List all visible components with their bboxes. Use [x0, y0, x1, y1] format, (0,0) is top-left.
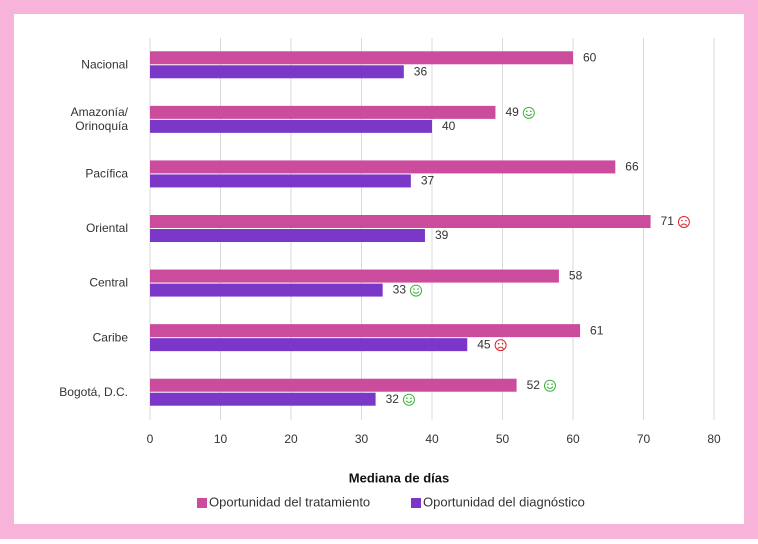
y-tick-label: Bogotá, D.C. — [59, 385, 128, 399]
value-label: 61 — [590, 323, 604, 337]
bar — [150, 269, 559, 283]
x-tick-label: 70 — [637, 432, 651, 446]
legend-label: Oportunidad del tratamiento — [209, 494, 370, 509]
face-eye — [681, 219, 683, 222]
face-eye — [530, 110, 532, 113]
x-tick-label: 40 — [425, 432, 439, 446]
face-icon — [410, 284, 423, 297]
legend-swatch — [197, 498, 207, 508]
bar — [150, 229, 425, 242]
value-label: 37 — [421, 174, 435, 188]
bar — [150, 283, 383, 297]
face-mouth — [680, 223, 688, 226]
x-tick-label: 20 — [284, 432, 298, 446]
face-eye — [501, 342, 504, 345]
panel — [14, 14, 744, 524]
bar — [150, 378, 517, 392]
value-label: 33 — [393, 283, 407, 297]
x-tick-label: 60 — [566, 432, 580, 446]
y-tick-label: Pacífica — [85, 167, 128, 181]
bar — [150, 215, 651, 228]
face-icon — [522, 106, 535, 119]
face-outline — [543, 379, 556, 392]
x-tick-label: 30 — [355, 432, 369, 446]
face-mouth — [546, 386, 554, 389]
x-tick-label: 80 — [707, 432, 721, 446]
bar — [150, 392, 376, 406]
bar — [150, 51, 573, 65]
value-label: 32 — [386, 392, 400, 406]
bar — [150, 105, 496, 119]
value-label: 39 — [435, 228, 449, 242]
face-eye — [497, 342, 500, 345]
face-eye — [417, 288, 419, 290]
face-mouth — [405, 400, 413, 403]
bar — [150, 160, 616, 174]
y-tick-label: Amazonía/Orinoquía — [71, 105, 129, 133]
value-label: 40 — [442, 119, 456, 133]
value-label: 45 — [477, 337, 491, 351]
face-eye — [685, 219, 687, 222]
y-tick-label: Caribe — [93, 330, 129, 344]
value-label: 58 — [569, 269, 583, 283]
face-eye — [410, 397, 412, 400]
face-eye — [547, 383, 549, 386]
x-tick-label: 0 — [147, 432, 154, 446]
bar — [150, 65, 404, 79]
y-tick-label: Central — [89, 276, 128, 290]
face-icon — [543, 379, 556, 392]
value-label: 71 — [661, 214, 675, 228]
face-mouth — [497, 346, 504, 350]
face-eye — [413, 288, 415, 290]
x-tick-label: 10 — [214, 432, 228, 446]
value-label: 66 — [625, 160, 639, 174]
face-mouth — [525, 113, 533, 117]
face-outline — [677, 216, 690, 228]
value-label: 49 — [505, 105, 519, 119]
legend-label: Oportunidad del diagnóstico — [423, 494, 585, 509]
face-outline — [494, 339, 507, 352]
x-axis-title: Mediana de días — [349, 470, 449, 485]
value-label: 60 — [583, 50, 597, 64]
face-eye — [551, 383, 553, 386]
face-icon — [402, 393, 415, 406]
y-tick-label: Nacional — [81, 57, 128, 71]
legend-swatch — [411, 498, 421, 508]
face-mouth — [412, 291, 420, 294]
face-outline — [522, 106, 535, 119]
x-tick-label: 50 — [496, 432, 510, 446]
bar — [150, 324, 581, 338]
face-icon — [494, 339, 507, 352]
face-outline — [410, 284, 423, 297]
face-outline — [402, 393, 415, 406]
y-tick-label: Oriental — [86, 221, 128, 235]
value-label: 52 — [527, 378, 541, 392]
face-eye — [526, 110, 528, 113]
bar — [150, 338, 468, 352]
value-label: 36 — [414, 64, 428, 78]
face-eye — [406, 397, 408, 400]
face-icon — [677, 216, 690, 228]
bar — [150, 119, 432, 133]
bar — [150, 174, 411, 188]
